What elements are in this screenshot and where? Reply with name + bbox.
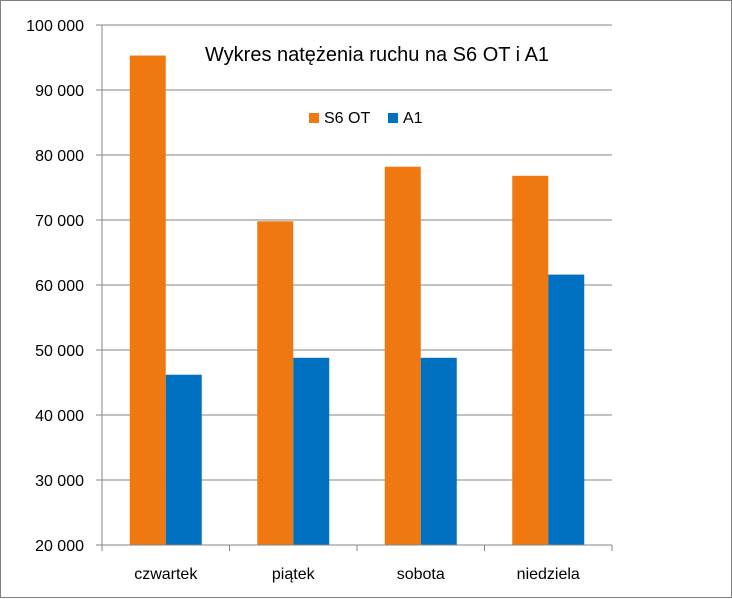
bar-s6-ot-piątek (257, 221, 294, 546)
y-tick-label: 90 000 (35, 83, 84, 100)
legend-swatch-s6-ot (309, 113, 319, 123)
bar-s6-ot-czwartek (129, 55, 166, 546)
y-tick-label: 60 000 (35, 278, 84, 295)
chart-title: Wykres natężenia ruchu na S6 OT i A1 (205, 44, 549, 66)
axes: 20 000 30 000 40 000 50 000 60 000 70 000 80 0… (26, 18, 613, 583)
x-tick-label: czwartek (134, 566, 198, 583)
legend-swatch-a1 (388, 113, 398, 123)
legend: S6 OT A1 (309, 110, 423, 127)
x-tick-label: sobota (397, 566, 445, 583)
bar-s6-ot-sobota (384, 166, 421, 545)
y-tick-label: 70 000 (35, 213, 84, 230)
y-tick-label: 50 000 (35, 343, 84, 360)
legend-label-a1: A1 (403, 110, 423, 127)
y-tick-label: 80 000 (35, 148, 84, 165)
bar-a1-niedziela (548, 274, 585, 545)
x-tick-label: piątek (272, 566, 316, 583)
legend-label-s6-ot: S6 OT (324, 110, 370, 127)
y-tick-label: 20 000 (35, 538, 84, 555)
y-tick-label: 100 000 (26, 18, 84, 35)
bar-s6-ot-niedziela (512, 175, 549, 546)
y-tick-label: 30 000 (35, 473, 84, 490)
bars (129, 55, 585, 546)
bar-a1-czwartek (165, 374, 202, 545)
bar-a1-sobota (420, 357, 457, 545)
bar-a1-piątek (293, 357, 330, 545)
x-tick-label: niedziela (517, 566, 580, 583)
y-tick-label: 40 000 (35, 408, 84, 425)
